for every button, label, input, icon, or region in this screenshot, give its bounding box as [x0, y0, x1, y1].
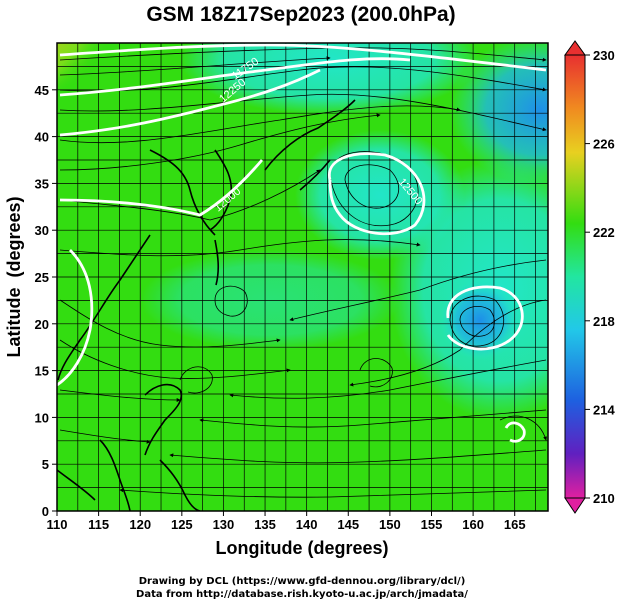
x-tick-label: 135: [254, 517, 276, 532]
colorbar-tick-label: 230: [593, 48, 615, 63]
colorbar: 230 226 222 218 214 210: [564, 40, 615, 514]
colorbar-tick-label: 210: [593, 491, 615, 506]
y-tick-label: 20: [35, 317, 49, 332]
y-tick-label: 45: [35, 83, 49, 98]
credit-data: Data from http://database.rish.kyoto-u.a…: [136, 589, 468, 600]
map-title: GSM 18Z17Sep2023 (200.0hPa): [146, 3, 455, 26]
x-tick-label: 150: [379, 517, 401, 532]
warm-region-northwest: [57, 43, 190, 170]
colorbar-ticks: 230 226 222 218 214 210: [585, 48, 615, 506]
x-axis-ticks: 110 115 120 125 130 135 140 145 150 155 160 165: [47, 511, 526, 532]
x-tick-label: 130: [213, 517, 235, 532]
cold-low-region: [440, 280, 520, 360]
coastlines: [57, 99, 356, 511]
colorbar-scale: [564, 54, 586, 499]
x-tick-label: 115: [88, 517, 109, 532]
colorbar-tick-label: 222: [593, 225, 615, 240]
colorbar-tick-label: 214: [593, 402, 615, 417]
colorbar-tick-label: 226: [593, 137, 615, 152]
y-tick-label: 25: [35, 270, 49, 285]
y-tick-label: 10: [35, 410, 49, 425]
y-tick-label: 35: [35, 176, 49, 191]
plot-area: 12500 12250 12000 11750: [57, 43, 548, 511]
cool-region-north: [180, 43, 480, 115]
x-tick-label: 110: [47, 517, 68, 532]
y-tick-label: 5: [42, 457, 49, 472]
x-tick-label: 145: [337, 517, 359, 532]
y-tick-label: 15: [35, 364, 49, 379]
y-tick-label: 30: [35, 223, 49, 238]
cold-region-northeast: [450, 43, 548, 185]
x-tick-label: 120: [129, 517, 151, 532]
x-tick-label: 160: [462, 517, 484, 532]
height-contours: [57, 43, 547, 443]
y-axis-ticks: 0 5 10 15 20 25 30 35 40 45: [35, 83, 57, 519]
y-tick-label: 0: [42, 504, 49, 519]
y-axis-title: Latitude (degrees): [4, 196, 24, 357]
x-tick-label: 165: [504, 517, 526, 532]
x-tick-label: 155: [421, 517, 443, 532]
credit-drawing: Drawing by DCL (https://www.gfd-dennou.o…: [139, 576, 466, 587]
colorbar-bottom-arrow: [564, 497, 586, 514]
x-tick-label: 140: [296, 517, 318, 532]
x-tick-label: 125: [171, 517, 193, 532]
grid-lines: [57, 43, 548, 511]
colorbar-top-arrow: [564, 40, 586, 56]
y-tick-label: 40: [35, 130, 49, 145]
x-axis-title: Longitude (degrees): [215, 538, 388, 558]
cool-region-center: [140, 250, 400, 350]
colorbar-tick-label: 218: [593, 314, 615, 329]
